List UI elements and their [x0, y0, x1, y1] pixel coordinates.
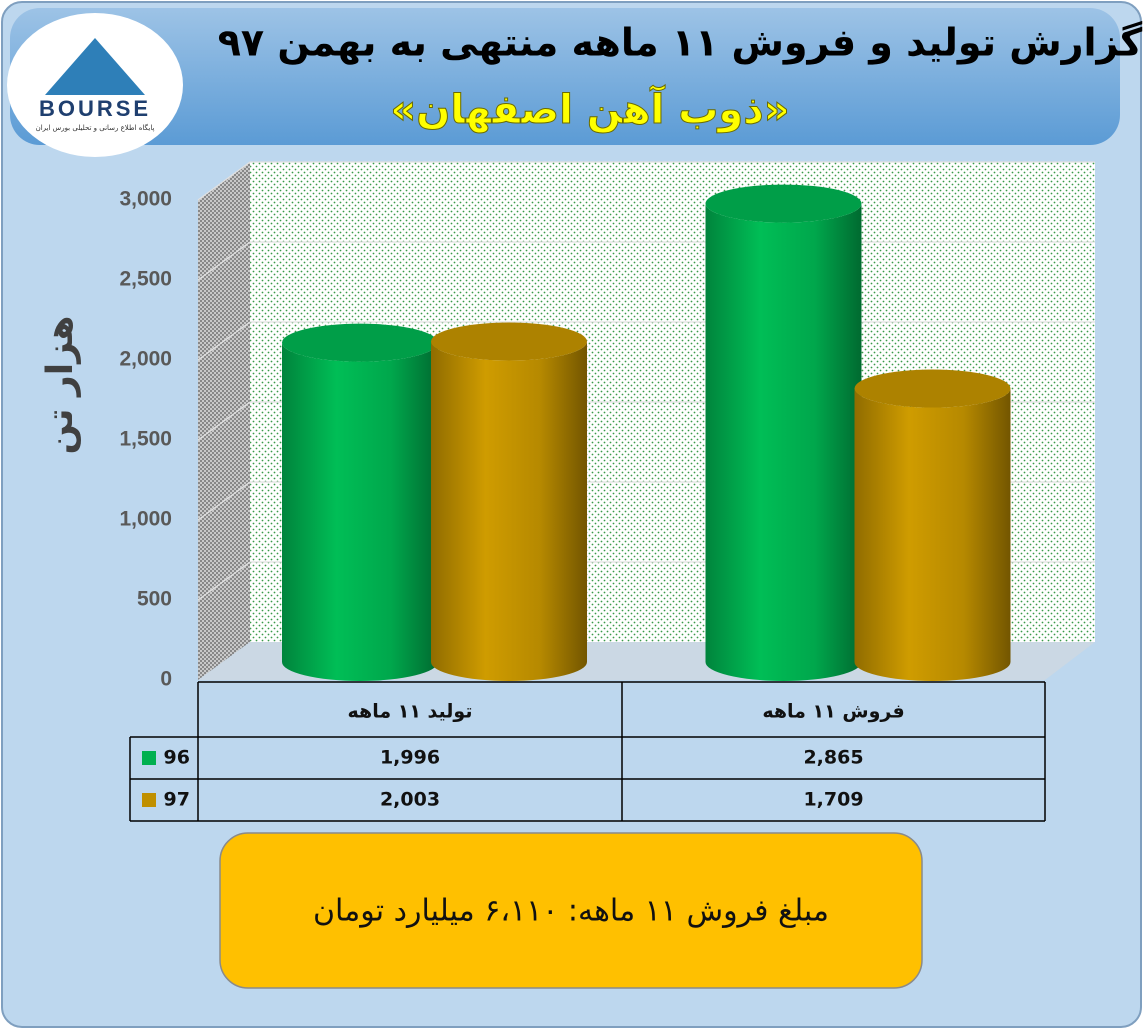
table-value: 1,709 [803, 789, 863, 811]
y-axis-label: هزار تن [40, 316, 81, 455]
chart-title: گزارش تولید و فروش ۱۱ ماهه منتهی به بهمن… [218, 21, 1143, 66]
bar [854, 369, 1011, 681]
table-value: 2,865 [803, 747, 863, 769]
logo-icon [45, 38, 145, 95]
cylinder-body [705, 203, 862, 681]
cylinder-top [705, 184, 862, 223]
legend-label: 96 [164, 747, 190, 769]
logo-name: BOURSE [39, 96, 151, 121]
cylinder-top [282, 323, 438, 362]
cylinder-body [431, 341, 587, 681]
logo-tagline: پایگاه اطلاع رسانی و تحلیلی بورس ایران [36, 123, 155, 132]
bar [431, 322, 587, 681]
y-tick-label: 2,500 [119, 268, 172, 291]
table-value: 2,003 [380, 789, 440, 811]
note-box [219, 832, 923, 989]
y-tick-label: 1,500 [119, 428, 172, 451]
legend-swatch [142, 793, 156, 807]
legend-swatch [142, 751, 156, 765]
title-banner [10, 8, 1120, 145]
x-tick-label: تولید ۱۱ ماهه [348, 701, 473, 723]
y-tick-label: 0 [160, 668, 172, 691]
chart-subtitle: «ذوب آهن اصفهان» [390, 84, 789, 133]
grid-line [197, 161, 1095, 201]
table-value: 1,996 [380, 747, 440, 769]
y-tick-label: 500 [137, 588, 172, 611]
cylinder-body [282, 342, 438, 681]
bar [282, 323, 438, 681]
cylinder-body [854, 388, 1011, 681]
y-tick-label: 1,000 [119, 508, 172, 531]
legend-label: 97 [164, 789, 190, 811]
cylinder-top [854, 369, 1011, 408]
note: مبلغ فروش ۱۱ ماهه: ۶،۱۱۰ میلیارد تومان [313, 894, 829, 929]
y-tick-label: 2,000 [119, 348, 172, 371]
bar [705, 184, 862, 681]
x-tick-label: فروش ۱۱ ماهه [762, 701, 904, 723]
y-tick-label: 3,000 [119, 188, 172, 211]
cylinder-top [431, 322, 587, 361]
